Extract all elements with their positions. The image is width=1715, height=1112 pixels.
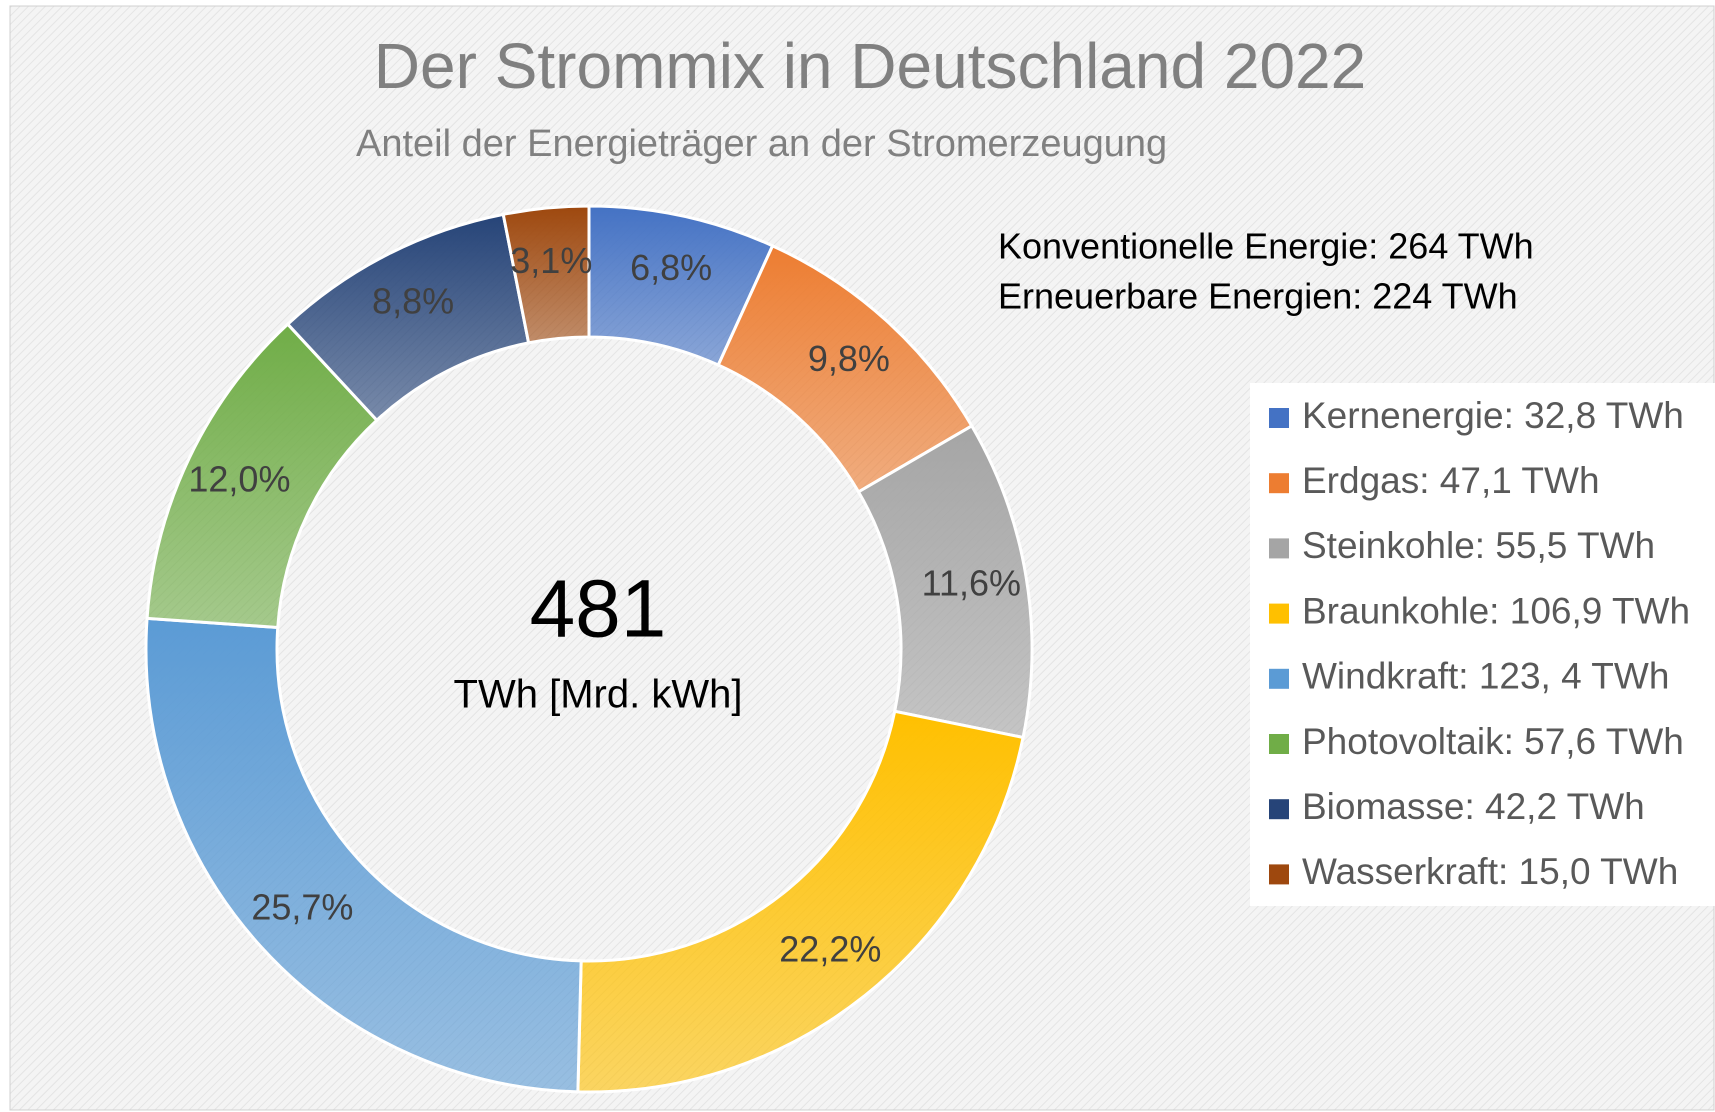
data-label: 22,2% bbox=[779, 929, 881, 970]
legend-label: Steinkohle: 55,5 TWh bbox=[1302, 525, 1655, 566]
data-label: 6,8% bbox=[630, 247, 712, 288]
legend-box bbox=[1250, 383, 1715, 906]
legend-label: Photovoltaik: 57,6 TWh bbox=[1302, 721, 1684, 762]
donut-segment bbox=[144, 616, 583, 1094]
legend-label: Windkraft: 123, 4 TWh bbox=[1302, 656, 1669, 697]
data-label: 11,6% bbox=[922, 562, 1021, 603]
data-label: 9,8% bbox=[808, 338, 890, 379]
legend-label: Wasserkraft: 15,0 TWh bbox=[1302, 851, 1678, 892]
data-label: 3,1% bbox=[510, 240, 592, 281]
center-label: TWh [Mrd. kWh] bbox=[454, 673, 743, 717]
donut-segment bbox=[501, 204, 591, 345]
legend-swatch bbox=[1269, 473, 1289, 494]
chart-subtitle: Anteil der Energieträger an der Stromerz… bbox=[356, 123, 1167, 165]
annotation: Konventionelle Energie: 264 TWh bbox=[998, 226, 1534, 267]
data-label: 12,0% bbox=[188, 458, 290, 499]
legend-label: Braunkohle: 106,9 TWh bbox=[1302, 590, 1690, 631]
legend-swatch bbox=[1269, 668, 1289, 689]
data-label: 8,8% bbox=[372, 280, 454, 321]
legend-swatch bbox=[1269, 734, 1289, 754]
center-value: 481 bbox=[530, 564, 667, 655]
chart-title: Der Strommix in Deutschland 2022 bbox=[374, 30, 1366, 102]
legend-label: Biomasse: 42,2 TWh bbox=[1302, 786, 1645, 827]
legend-swatch bbox=[1269, 864, 1289, 885]
legend-swatch bbox=[1269, 799, 1289, 820]
annotation: Erneuerbare Energien: 224 TWh bbox=[998, 276, 1518, 317]
legend-label: Kernenergie: 32,8 TWh bbox=[1302, 395, 1684, 436]
donut-segment bbox=[576, 709, 1025, 1094]
data-label: 25,7% bbox=[251, 886, 353, 927]
legend-swatch bbox=[1269, 603, 1289, 624]
legend-swatch bbox=[1269, 538, 1289, 559]
legend-label: Erdgas: 47,1 TWh bbox=[1302, 460, 1600, 501]
legend-swatch bbox=[1269, 408, 1289, 428]
